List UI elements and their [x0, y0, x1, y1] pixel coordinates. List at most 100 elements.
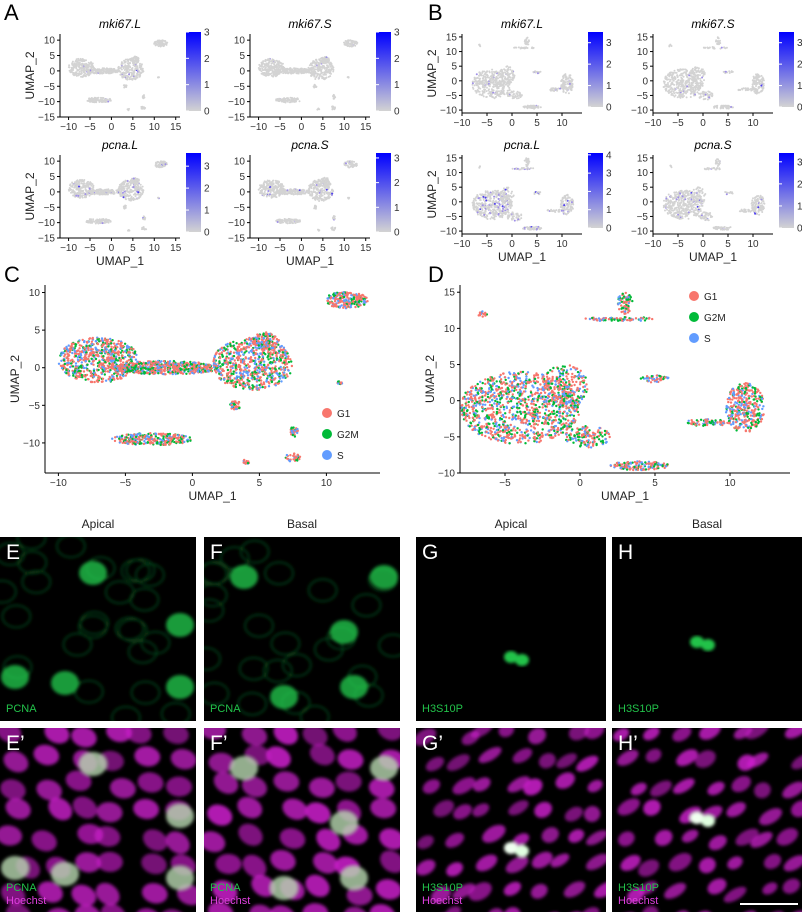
cell-point: [130, 178, 133, 181]
cell-point: [321, 77, 324, 80]
cell-point: [482, 83, 484, 86]
cell-point: [668, 45, 671, 48]
cell-point: [527, 106, 529, 109]
cell-point: [707, 90, 710, 93]
cell-point: [532, 71, 535, 73]
cell-point: [132, 70, 135, 73]
cell-point: [331, 192, 334, 195]
x-tick-label: −10: [454, 118, 471, 129]
cell-point: [138, 188, 141, 191]
cell-point: [259, 65, 262, 68]
cell-point: [121, 187, 124, 190]
cell-point: [101, 72, 104, 75]
cell-point: [263, 63, 266, 66]
cell-point: [109, 98, 112, 101]
cell-point: [96, 69, 98, 71]
cell-point: [328, 59, 330, 62]
cell-point: [281, 99, 284, 102]
cell-point: [119, 193, 122, 196]
cell-point: [564, 78, 567, 81]
cell-point: [682, 95, 685, 97]
cell-point: [696, 76, 699, 79]
cell-point: [491, 79, 494, 81]
cell-point: [678, 93, 681, 96]
cell-point: [301, 69, 304, 72]
cell-point: [484, 76, 487, 79]
cell-point: [314, 196, 317, 199]
cell-point: [265, 69, 268, 72]
cell-point: [287, 192, 290, 195]
cell-point: [135, 183, 138, 186]
cell-point: [478, 71, 481, 74]
cell-point: [695, 79, 698, 82]
cell-point: [259, 184, 261, 187]
cell-point: [120, 61, 123, 64]
cell-point: [274, 70, 277, 73]
cell-point: [130, 195, 133, 198]
x-tick-label: 15: [170, 243, 182, 254]
cell-point: [667, 84, 670, 86]
cell-point: [120, 72, 123, 75]
cell-point: [322, 73, 325, 76]
cell-point: [294, 193, 297, 195]
chart-A-pcnaL: −10 −5 0 5 10 151050−5−10−15pcna.LUMAP_1UMAP_…: [23, 138, 210, 268]
cell-point: [494, 85, 497, 88]
cell-point: [495, 79, 498, 82]
y-tick-label: −15: [228, 113, 245, 124]
cell-point: [351, 163, 354, 166]
cell-point: [157, 196, 160, 199]
cell-point: [344, 44, 347, 46]
cell-point: [490, 95, 493, 98]
cell-point: [282, 68, 285, 71]
cell-point: [327, 75, 330, 78]
cell-point: [314, 185, 317, 188]
y-tick-label: 10: [234, 157, 246, 168]
cell-point: [488, 84, 491, 87]
cell-point: [325, 188, 328, 191]
x-tick-label: −10: [250, 243, 267, 254]
cell-point: [136, 198, 138, 200]
cell-point: [482, 77, 485, 80]
cell-point: [482, 75, 485, 78]
cell-point: [68, 64, 71, 67]
cell-point: [671, 87, 674, 90]
cell-point: [669, 91, 672, 94]
cell-point: [682, 86, 685, 89]
plot-title: mki67.S: [288, 17, 331, 31]
cell-point: [526, 43, 529, 46]
cell-point: [278, 189, 281, 192]
cell-point: [702, 90, 705, 93]
cell-point: [315, 59, 318, 62]
cell-point: [503, 85, 506, 88]
cell-point: [328, 186, 330, 189]
cell-point: [317, 108, 319, 111]
cell-point: [325, 66, 328, 69]
cell-point: [316, 188, 319, 191]
cell-point: [667, 82, 669, 84]
cell-point: [77, 57, 80, 60]
cell-point: [296, 70, 299, 73]
cell-point: [326, 177, 329, 180]
cell-point: [71, 182, 74, 185]
cell-point: [495, 71, 498, 74]
cell-point: [702, 72, 705, 75]
cell-point: [125, 69, 128, 72]
cell-point: [679, 79, 682, 82]
cell-point: [299, 191, 301, 194]
cell-point: [75, 58, 78, 61]
colorbar: [376, 32, 391, 111]
x-tick-label: 15: [360, 243, 372, 254]
cell-point: [682, 75, 685, 78]
cell-point: [103, 221, 106, 224]
cell-point: [316, 72, 319, 75]
cell-point: [138, 71, 141, 74]
cell-point: [76, 183, 79, 185]
cell-point: [673, 87, 676, 90]
cell-point: [123, 181, 126, 184]
cell-point: [352, 164, 355, 167]
cell-point: [689, 92, 692, 95]
cell-point: [703, 79, 705, 82]
cell-point: [755, 73, 757, 76]
cell-point: [271, 189, 274, 192]
